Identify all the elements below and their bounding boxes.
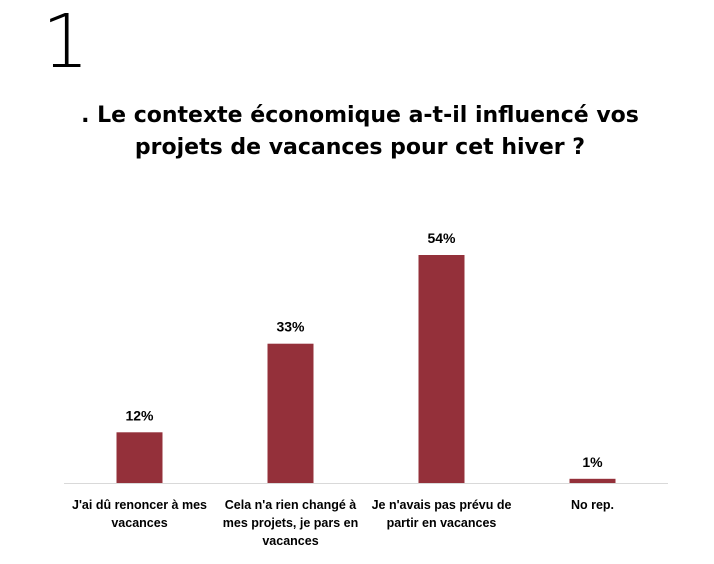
category-label-2-line-1: Cela n'a rien changé à [225, 498, 357, 512]
bar-3 [418, 255, 465, 483]
category-label-1-line-2: vacances [111, 516, 167, 530]
category-label-2-line-3: vacances [262, 534, 318, 548]
category-label-1-line-1: J'ai dû renoncer à mes [72, 498, 207, 512]
value-label-1: 12% [125, 407, 154, 423]
chart-title: . Le contexte économique a-t-il influenc… [40, 100, 680, 164]
category-label-1: J'ai dû renoncer à mes vacances [72, 498, 207, 530]
category-label-4: No rep. [571, 498, 614, 512]
value-label-2: 33% [276, 319, 305, 335]
category-label-3-line-2: partir en vacances [387, 516, 497, 530]
bar-4 [569, 478, 616, 483]
chart-title-line-2: projets de vacances pour cet hiver ? [134, 135, 586, 160]
category-label-4-line-1: No rep. [571, 498, 614, 512]
chart-title-line-1: . Le contexte économique a-t-il influenc… [81, 103, 639, 128]
category-label-3-line-1: Je n'avais pas prévu de [372, 498, 512, 512]
category-label-3: Je n'avais pas prévu de partir en vacance… [372, 498, 512, 530]
bar-1 [116, 432, 163, 483]
value-label-3: 54% [427, 230, 456, 246]
value-label-4: 1% [582, 454, 603, 470]
bar-2 [267, 343, 314, 483]
category-label-2-line-2: mes projets, je pars en [223, 516, 358, 530]
category-label-2: Cela n'a rien changé à mes projets, je pa… [223, 498, 358, 548]
slide-number: 1 [42, 0, 90, 85]
